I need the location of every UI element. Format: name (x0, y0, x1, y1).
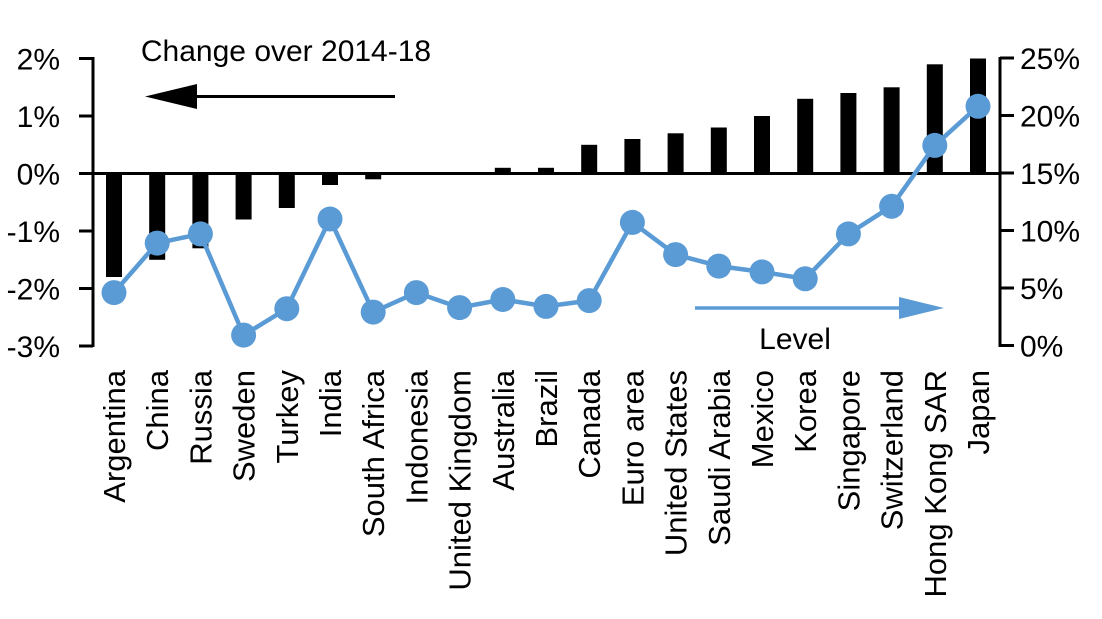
level-marker-united-kingdom (447, 295, 473, 321)
bar-australia (494, 167, 511, 174)
bar-switzerland (883, 87, 900, 174)
category-label-singapore: Singapore (831, 370, 866, 511)
category-label-saudi-arabia: Saudi Arabia (702, 369, 737, 546)
category-label-united-kingdom: United Kingdom (443, 370, 478, 591)
right-tick-label: 0% (1020, 331, 1063, 364)
left-tick-label: -3% (7, 331, 60, 364)
level-marker-argentina (101, 280, 127, 306)
category-label-switzerland: Switzerland (875, 370, 910, 530)
level-arrow-head (899, 297, 944, 319)
change-arrow-head (145, 84, 197, 109)
level-marker-brazil (533, 293, 559, 319)
category-label-australia: Australia (486, 369, 521, 490)
category-label-brazil: Brazil (529, 370, 564, 448)
level-marker-united-states (663, 242, 689, 268)
bar-turkey (278, 173, 295, 208)
left-tick-label: -2% (7, 274, 60, 307)
left-tick-label: 0% (17, 159, 60, 192)
bar-united-states (667, 133, 684, 174)
bar-brazil (538, 167, 554, 174)
level-marker-hong-kong-sar (922, 132, 948, 158)
category-label-korea: Korea (788, 369, 823, 452)
bar-south-africa (365, 173, 382, 180)
category-label-sweden: Sweden (227, 370, 262, 482)
category-label-mexico: Mexico (745, 370, 780, 468)
category-label-india: India (313, 369, 348, 437)
level-marker-indonesia (403, 280, 429, 306)
level-marker-mexico (749, 259, 775, 285)
bar-sweden (235, 173, 252, 220)
bar-mexico (754, 116, 770, 174)
level-marker-turkey (274, 296, 300, 322)
category-label-japan: Japan (961, 370, 996, 454)
category-label-south-africa: South Africa (356, 369, 391, 537)
left-tick-label: -1% (7, 216, 60, 249)
right-tick-label: 10% (1020, 216, 1080, 249)
level-marker-south-africa (360, 299, 386, 325)
level-marker-india (317, 206, 343, 232)
category-label-euro-area: Euro area (615, 369, 650, 506)
left-tick-label: 1% (17, 101, 60, 134)
category-label-turkey: Turkey (270, 370, 305, 464)
level-marker-canada (576, 288, 602, 314)
category-label-russia: Russia (183, 369, 218, 465)
level-marker-switzerland (879, 193, 905, 219)
bar-argentina (106, 173, 122, 277)
category-label-china: China (140, 369, 175, 451)
bar-singapore (840, 93, 857, 174)
level-marker-japan (965, 93, 991, 119)
category-label-argentina: Argentina (97, 369, 132, 502)
right-tick-label: 5% (1020, 273, 1063, 306)
level-marker-australia (490, 287, 516, 312)
level-marker-euro-area (619, 209, 645, 235)
level-marker-sweden (231, 322, 257, 348)
category-label-hong-kong-sar: Hong Kong SAR (918, 370, 953, 597)
bar-euro-area (624, 139, 641, 174)
level-marker-korea (792, 266, 818, 292)
bar-canada (581, 144, 598, 174)
right-tick-label: 25% (1020, 43, 1080, 76)
level-marker-singapore (835, 221, 861, 247)
category-label-canada: Canada (572, 369, 607, 478)
level-marker-russia (187, 221, 213, 247)
line-series-label: Level (759, 323, 831, 356)
category-label-united-states: United States (659, 370, 694, 556)
bar-india (322, 173, 338, 185)
bar-series-title: Change over 2014-18 (140, 35, 432, 68)
category-label-indonesia: Indonesia (399, 369, 434, 504)
right-tick-label: 15% (1020, 158, 1080, 191)
bar-saudi-arabia (710, 127, 727, 174)
level-marker-china (144, 230, 170, 256)
level-marker-saudi-arabia (706, 253, 732, 279)
bar-korea (797, 98, 814, 174)
right-tick-label: 20% (1020, 101, 1080, 134)
left-tick-label: 2% (17, 44, 60, 77)
